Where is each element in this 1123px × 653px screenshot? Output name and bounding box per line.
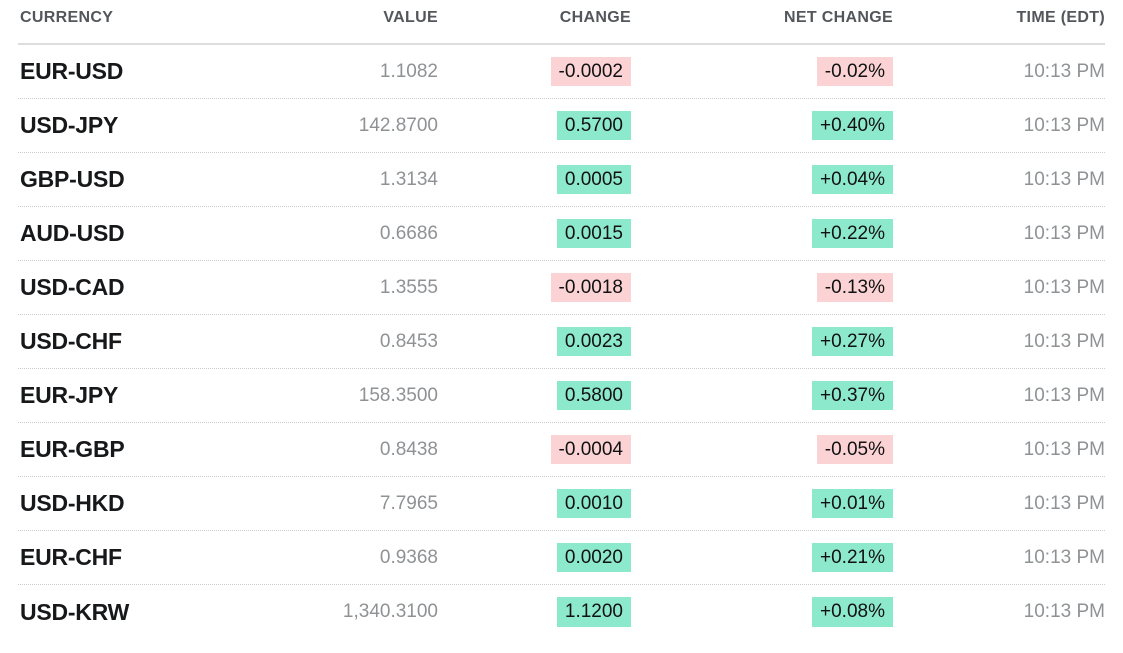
currency-pair-link[interactable]: EUR-CHF: [20, 544, 122, 570]
time-cell: 10:13 PM: [1023, 492, 1105, 514]
net-change-badge: +0.04%: [812, 164, 893, 195]
change-badge: 0.0005: [556, 164, 631, 195]
time-cell: 10:13 PM: [1023, 114, 1105, 136]
time-cell: 10:13 PM: [1023, 168, 1105, 190]
column-header-net-change: NET CHANGE: [784, 9, 893, 26]
table-row: USD-JPY 142.8700 0.5700 +0.40% 10:13 PM: [18, 99, 1105, 153]
fx-table-body: EUR-USD 1.1082 -0.0002 -0.02% 10:13 PM U…: [18, 45, 1105, 639]
net-change-badge: +0.27%: [812, 326, 893, 357]
change-badge: 0.0023: [556, 326, 631, 357]
change-badge: 0.0010: [556, 488, 631, 519]
currency-pair-link[interactable]: USD-CHF: [20, 328, 122, 354]
value-cell: 1.1082: [379, 60, 438, 82]
time-cell: 10:13 PM: [1023, 438, 1105, 460]
fx-rates-table: CURRENCY VALUE CHANGE NET CHANGE TIME (E…: [18, 0, 1105, 639]
time-cell: 10:13 PM: [1023, 276, 1105, 298]
table-row: EUR-CHF 0.9368 0.0020 +0.21% 10:13 PM: [18, 531, 1105, 585]
time-cell: 10:13 PM: [1023, 60, 1105, 82]
time-cell: 10:13 PM: [1023, 222, 1105, 244]
table-row: EUR-USD 1.1082 -0.0002 -0.02% 10:13 PM: [18, 45, 1105, 99]
table-row: EUR-JPY 158.3500 0.5800 +0.37% 10:13 PM: [18, 369, 1105, 423]
column-header-change: CHANGE: [559, 9, 631, 26]
currency-pair-link[interactable]: AUD-USD: [20, 220, 125, 246]
currency-pair-link[interactable]: EUR-USD: [20, 58, 124, 84]
currency-pair-link[interactable]: GBP-USD: [20, 166, 125, 192]
change-badge: 0.5700: [556, 110, 631, 141]
value-cell: 142.8700: [358, 114, 438, 136]
net-change-badge: +0.21%: [812, 542, 893, 573]
value-cell: 0.9368: [379, 546, 438, 568]
table-row: EUR-GBP 0.8438 -0.0004 -0.05% 10:13 PM: [18, 423, 1105, 477]
change-badge: -0.0002: [550, 56, 631, 87]
currency-pair-link[interactable]: USD-CAD: [20, 274, 125, 300]
net-change-badge: -0.02%: [816, 56, 893, 87]
change-badge: 0.0015: [556, 218, 631, 249]
column-header-value: VALUE: [383, 9, 438, 26]
change-badge: 0.0020: [556, 542, 631, 573]
value-cell: 1.3134: [379, 168, 438, 190]
change-badge: -0.0004: [550, 434, 631, 465]
time-cell: 10:13 PM: [1023, 601, 1105, 622]
value-cell: 7.7965: [379, 492, 438, 514]
value-cell: 158.3500: [358, 384, 438, 406]
net-change-badge: +0.01%: [812, 488, 893, 519]
table-row: USD-CHF 0.8453 0.0023 +0.27% 10:13 PM: [18, 315, 1105, 369]
change-badge: 0.5800: [556, 380, 631, 411]
currency-pair-link[interactable]: USD-JPY: [20, 112, 119, 138]
net-change-badge: +0.08%: [812, 597, 893, 627]
table-row: AUD-USD 0.6686 0.0015 +0.22% 10:13 PM: [18, 207, 1105, 261]
table-row: USD-KRW 1,340.3100 1.1200 +0.08% 10:13 P…: [18, 585, 1105, 639]
change-badge: -0.0018: [550, 272, 631, 303]
value-cell: 0.6686: [379, 222, 438, 244]
net-change-badge: -0.13%: [816, 272, 893, 303]
net-change-badge: -0.05%: [816, 434, 893, 465]
change-badge: 1.1200: [556, 597, 631, 627]
currency-pair-link[interactable]: EUR-JPY: [20, 382, 119, 408]
value-cell: 0.8453: [379, 330, 438, 352]
value-cell: 1,340.3100: [342, 601, 438, 622]
currency-pair-link[interactable]: EUR-GBP: [20, 436, 125, 462]
column-header-time: TIME (EDT): [1016, 9, 1105, 26]
column-header-currency: CURRENCY: [20, 9, 114, 26]
table-row: USD-CAD 1.3555 -0.0018 -0.13% 10:13 PM: [18, 261, 1105, 315]
value-cell: 0.8438: [379, 438, 438, 460]
net-change-badge: +0.22%: [812, 218, 893, 249]
currency-pair-link[interactable]: USD-KRW: [20, 598, 130, 625]
time-cell: 10:13 PM: [1023, 546, 1105, 568]
net-change-badge: +0.40%: [812, 110, 893, 141]
time-cell: 10:13 PM: [1023, 330, 1105, 352]
value-cell: 1.3555: [379, 276, 438, 298]
table-row: GBP-USD 1.3134 0.0005 +0.04% 10:13 PM: [18, 153, 1105, 207]
time-cell: 10:13 PM: [1023, 384, 1105, 406]
table-header-row: CURRENCY VALUE CHANGE NET CHANGE TIME (E…: [18, 0, 1105, 45]
table-row: USD-HKD 7.7965 0.0010 +0.01% 10:13 PM: [18, 477, 1105, 531]
currency-pair-link[interactable]: USD-HKD: [20, 490, 125, 516]
net-change-badge: +0.37%: [812, 380, 893, 411]
